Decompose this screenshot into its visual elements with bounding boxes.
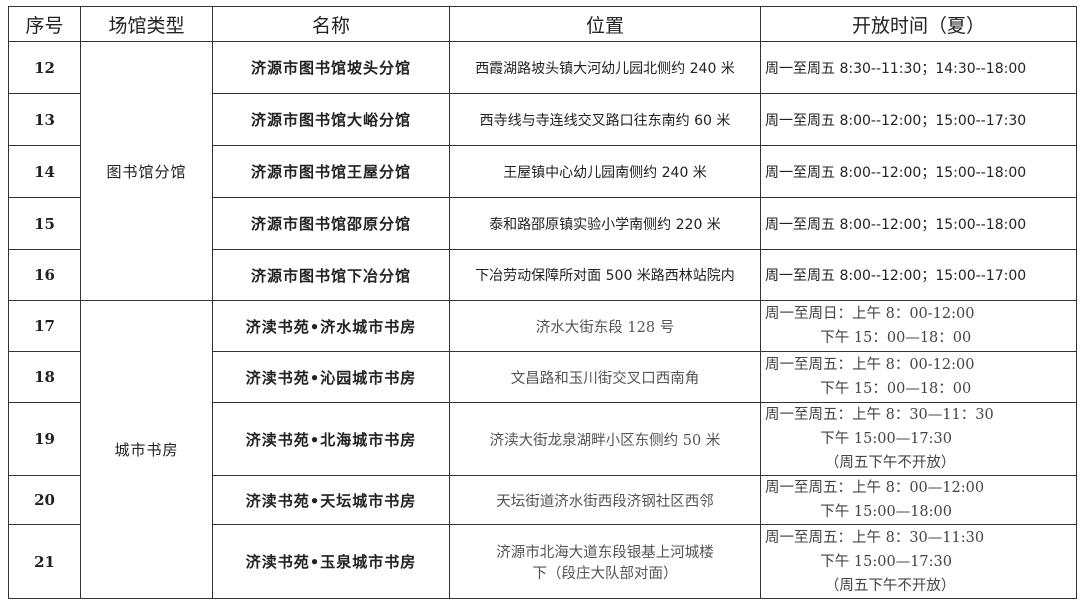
venue-type: 城市书房 xyxy=(80,300,213,599)
venue-location: 下冶劳动保障所对面 500 米路西林站院内 xyxy=(449,249,761,301)
opening-hours: 周一至周五 8:00--12:00；15:00--18:00 xyxy=(760,145,1077,198)
table-row: 12 图书馆分馆 济源市图书馆坡头分馆 西霞湖路坡头镇大河幼儿园北侧约 240 米周一… xyxy=(8,41,1077,301)
venue-name: 济源市图书馆王屋分馆 xyxy=(212,145,450,198)
row-number: 18 xyxy=(8,351,81,403)
row-number: 15 xyxy=(8,197,81,250)
venue-location: 西霞湖路坡头镇大河幼儿园北侧约 240 米 xyxy=(449,41,761,94)
venue-type: 图书馆分馆 xyxy=(80,41,213,301)
table-row: 21 济渎书苑•玉泉城市书房 济源市北海大道东段银基上河城楼 下（段庄大队部对面）周… xyxy=(8,524,1077,599)
venue-name: 济渎书苑•天坛城市书房 xyxy=(212,475,450,525)
table-row: 20 济渎书苑•天坛城市书房 天坛街道济水街西段济钢社区西邻 周一至周五：上午 8：0… xyxy=(8,475,1077,525)
venue-name: 济源市图书馆邵原分馆 xyxy=(212,197,450,250)
venue-location: 泰和路邵原镇实验小学南侧约 220 米 xyxy=(449,197,761,250)
opening-hours: 周一至周五 8:00--12:00；15:00--17:00 xyxy=(760,249,1077,301)
header-hours: 开放时间（夏） xyxy=(760,6,1077,42)
header-location: 位置 xyxy=(449,6,761,42)
opening-hours: 周一至周五 8:00--12:00；15:00--17:30 xyxy=(760,93,1077,146)
venue-location: 济水大街东段 128 号 xyxy=(449,300,761,352)
venue-location: 文昌路和玉川街交叉口西南角 xyxy=(449,351,761,403)
venue-name: 济渎书苑•北海城市书房 xyxy=(212,402,450,476)
row-number: 13 xyxy=(8,93,81,146)
opening-hours: 周一至周日：上午 8：00-12:00 下午 15：00—18：00 xyxy=(760,300,1077,352)
row-number: 19 xyxy=(8,402,81,476)
venue-name: 济渎书苑•济水城市书房 xyxy=(212,300,450,352)
venue-name: 济源市图书馆坡头分馆 xyxy=(212,41,450,94)
opening-hours: 周一至周五：上午 8：00—12:00 下午 15:00—18:00 xyxy=(760,475,1077,525)
table-row: 15 济源市图书馆邵原分馆 泰和路邵原镇实验小学南侧约 220 米周一至周五 8:0… xyxy=(8,197,1077,250)
header-row: 序号 场馆类型 名称 位置 开放时间（夏） xyxy=(8,6,1077,42)
table-row: 18 济渎书苑•沁园城市书房 文昌路和玉川街交叉口西南角 周一至周五：上午 8：00-… xyxy=(8,351,1077,403)
venue-location: 西寺线与寺连线交叉路口往东南约 60 米 xyxy=(449,93,761,146)
header-type: 场馆类型 xyxy=(80,6,213,42)
opening-hours: 周一至周五：上午 8：30—11:30 下午 15:00—17:30 （周五下午… xyxy=(760,524,1077,599)
venue-location: 济源市北海大道东段银基上河城楼 下（段庄大队部对面） xyxy=(449,524,761,599)
opening-hours: 周一至周五 8:30--11:30；14:30--18:00 xyxy=(760,41,1077,94)
opening-hours: 周一至周五：上午 8：30—11：30 下午 15:00—17:30 （周五下午… xyxy=(760,402,1077,476)
venue-location: 王屋镇中心幼儿园南侧约 240 米 xyxy=(449,145,761,198)
venue-table: 序号 场馆类型 名称 位置 开放时间（夏） 12 图书馆分馆 济源市图书馆坡头分馆西… xyxy=(8,6,1077,599)
venue-name: 济渎书苑•玉泉城市书房 xyxy=(212,524,450,599)
venue-location: 济渎大街龙泉湖畔小区东侧约 50 米 xyxy=(449,402,761,476)
table-row: 13 济源市图书馆大峪分馆 西寺线与寺连线交叉路口往东南约 60 米周一至周五 8:… xyxy=(8,93,1077,146)
row-number: 21 xyxy=(8,524,81,599)
venue-location: 天坛街道济水街西段济钢社区西邻 xyxy=(449,475,761,525)
row-number: 17 xyxy=(8,300,81,352)
opening-hours: 周一至周五 8:00--12:00；15:00--18:00 xyxy=(760,197,1077,250)
opening-hours: 周一至周五：上午 8：00-12:00 下午 15：00—18：00 xyxy=(760,351,1077,403)
row-number: 12 xyxy=(8,41,81,94)
row-number: 14 xyxy=(8,145,81,198)
venue-name: 济渎书苑•沁园城市书房 xyxy=(212,351,450,403)
row-number: 16 xyxy=(8,249,81,301)
table-row: 17 城市书房 济渎书苑•济水城市书房 济水大街东段 128 号周一至周日：上午 8：… xyxy=(8,300,1077,599)
venue-name: 济源市图书馆大峪分馆 xyxy=(212,93,450,146)
table-row: 19 济渎书苑•北海城市书房 济渎大街龙泉湖畔小区东侧约 50 米周一至周五：上午 … xyxy=(8,402,1077,476)
table-row: 14 济源市图书馆王屋分馆 王屋镇中心幼儿园南侧约 240 米周一至周五 8:00-… xyxy=(8,145,1077,198)
header-no: 序号 xyxy=(8,6,81,42)
venue-name: 济源市图书馆下冶分馆 xyxy=(212,249,450,301)
header-name: 名称 xyxy=(212,6,450,42)
row-number: 20 xyxy=(8,475,81,525)
